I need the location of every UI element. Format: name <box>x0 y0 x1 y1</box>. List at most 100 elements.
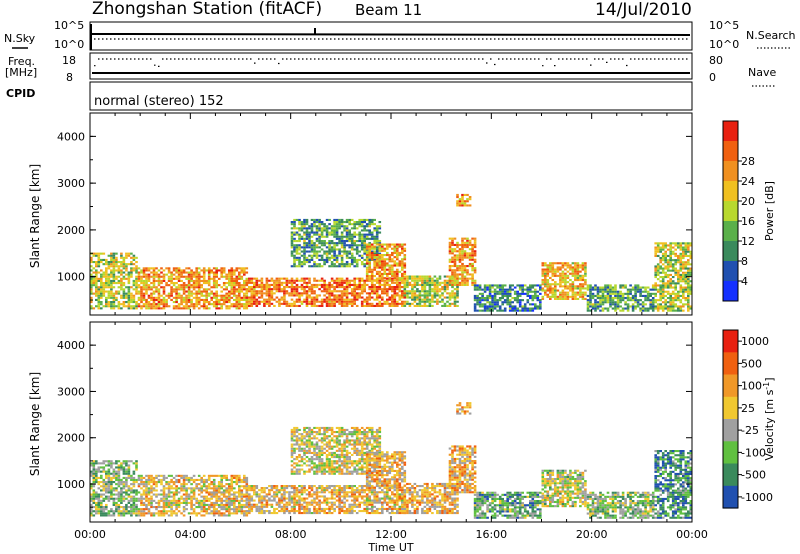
power-cell <box>408 292 412 295</box>
power-cell <box>473 279 477 282</box>
velocity-cell <box>107 487 111 490</box>
power-cell <box>511 307 514 310</box>
power-cell <box>626 307 630 310</box>
power-cell <box>180 269 183 272</box>
power-cell <box>541 281 545 284</box>
velocity-cell <box>140 493 143 496</box>
power-cell <box>689 305 693 308</box>
power-cell <box>481 299 484 302</box>
power-cell <box>391 243 394 246</box>
power-cell <box>375 286 379 289</box>
power-cell <box>202 298 206 301</box>
power-cell <box>270 294 274 297</box>
velocity-cell <box>100 489 103 492</box>
power-cell <box>649 303 652 306</box>
power-cell <box>586 309 590 312</box>
power-cell <box>190 271 193 274</box>
power-cell <box>664 290 667 293</box>
power-cell <box>438 290 442 293</box>
power-cell <box>534 303 537 306</box>
power-cell <box>386 247 389 250</box>
velocity-cell <box>230 501 234 504</box>
power-cell <box>441 292 444 295</box>
power-cell <box>135 290 138 293</box>
power-cell <box>401 294 404 297</box>
power-cell <box>631 294 635 297</box>
power-cell <box>283 294 286 297</box>
power-cell <box>388 296 392 299</box>
power-cell <box>353 294 356 297</box>
power-cell <box>569 272 572 275</box>
power-cell <box>669 248 672 251</box>
velocity-cell <box>205 497 208 500</box>
power-cell <box>491 284 494 287</box>
power-cell <box>463 250 467 253</box>
power-cell <box>458 243 462 246</box>
velocity-cell <box>152 506 156 509</box>
power-cell <box>172 290 176 293</box>
power-cell <box>308 250 311 253</box>
power-cell <box>333 250 336 253</box>
power-cell <box>170 298 173 301</box>
power-cell <box>493 301 497 304</box>
power-cell <box>335 281 339 284</box>
velocity-cell <box>117 497 121 500</box>
power-cell <box>616 297 620 300</box>
power-cell <box>360 304 364 307</box>
velocity-cell <box>110 487 113 490</box>
power-cell <box>360 296 364 299</box>
power-cell <box>127 307 131 310</box>
power-cell <box>117 305 121 308</box>
power-cell <box>468 277 472 280</box>
power-cell <box>120 252 123 255</box>
power-cell <box>175 275 178 278</box>
power-cell <box>182 271 186 274</box>
velocity-cell <box>190 497 193 500</box>
power-cell <box>368 266 371 269</box>
power-cell <box>303 300 306 303</box>
velocity-cell <box>137 476 141 479</box>
power-cell <box>386 254 389 257</box>
power-cell <box>365 254 369 257</box>
power-cell <box>253 290 256 293</box>
velocity-cell <box>225 499 228 502</box>
power-cell <box>471 265 474 268</box>
power-cell <box>401 275 404 278</box>
power-cell <box>478 297 482 300</box>
velocity-cell <box>105 497 108 500</box>
velocity-cell <box>115 476 118 479</box>
power-cell <box>383 302 387 305</box>
power-cell <box>298 304 301 307</box>
velocity-cell <box>205 512 208 515</box>
power-cell <box>406 292 409 295</box>
power-cell <box>559 274 562 277</box>
power-cell <box>117 303 121 306</box>
velocity-cell <box>210 481 213 484</box>
power-cell <box>654 307 657 310</box>
power-cell <box>456 281 459 284</box>
power-cell <box>170 271 173 274</box>
power-cell <box>461 198 464 201</box>
power-cell <box>293 254 296 257</box>
velocity-cell <box>172 497 176 500</box>
power-cell <box>255 290 259 293</box>
power-cell <box>456 292 459 295</box>
power-cell <box>671 276 675 279</box>
velocity-cell <box>130 495 133 498</box>
power-cell <box>448 258 452 261</box>
power-cell <box>115 282 118 285</box>
power-cell <box>120 271 123 274</box>
power-cell <box>225 288 228 291</box>
power-cell <box>656 246 660 249</box>
velocity-cell <box>132 485 136 488</box>
power-cell <box>674 248 677 251</box>
power-cell <box>145 290 148 293</box>
power-cell <box>370 302 374 305</box>
power-cell <box>411 279 414 282</box>
power-cell <box>190 298 193 301</box>
power-cell <box>473 254 477 257</box>
power-cell <box>666 297 670 300</box>
power-cell <box>320 244 324 247</box>
power-cell <box>478 284 482 287</box>
velocity-cell <box>130 491 133 494</box>
